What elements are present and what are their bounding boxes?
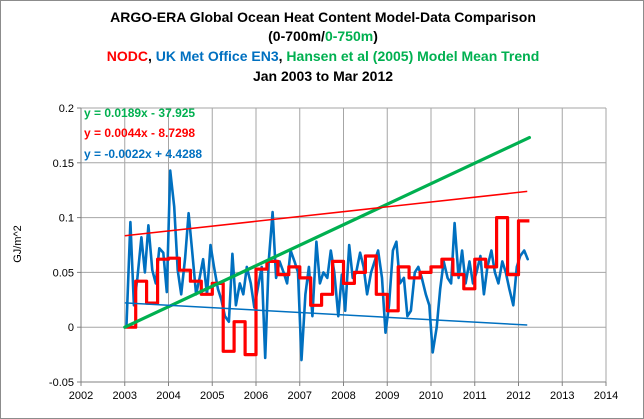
- title-ukmo-en3: UK Met Office EN3: [156, 48, 279, 64]
- x-tick-label: 2004: [156, 390, 180, 402]
- x-tick-label: 2011: [463, 390, 487, 402]
- title-nodc: NODC: [107, 48, 148, 64]
- title-line2-close: ): [373, 28, 378, 44]
- equation-en3-trend: y = -0.0022x + 4.4288: [84, 147, 202, 161]
- y-tick-label: 0.05: [53, 267, 74, 279]
- chart-title-line4: Jan 2003 to Mar 2012: [253, 68, 393, 84]
- equation-model-trend: y = 0.0189x - 37.925: [84, 106, 195, 120]
- x-tick-label: 2014: [594, 390, 618, 402]
- equation-nodc-trend: y = 0.0044x - 8.7298: [84, 126, 195, 140]
- x-tick-label: 2009: [375, 390, 399, 402]
- nodc-linear-trend: [124, 190, 528, 237]
- y-axis-label: GJ/m^2: [12, 225, 24, 263]
- title-line2-open: (: [268, 28, 273, 44]
- x-tick-label: 2005: [200, 390, 224, 402]
- en3-linear-trend: [124, 302, 528, 326]
- axes: [77, 107, 607, 386]
- x-tick-label: 2012: [506, 390, 530, 402]
- data-series: [123, 136, 532, 362]
- title-model-mean: Hansen et al (2005) Model Mean Trend: [286, 48, 539, 64]
- title-line2-slash: /: [321, 28, 325, 44]
- x-tick-label: 2003: [113, 390, 137, 402]
- y-tick-label: 0: [68, 322, 74, 334]
- series-nodc-line: [124, 216, 530, 357]
- title-line3-sep2: ,: [279, 48, 287, 64]
- x-tick-label: 2008: [331, 390, 355, 402]
- y-tick-label: 0.2: [59, 103, 74, 115]
- x-tick-label: 2006: [244, 390, 268, 402]
- x-tick-label: 2013: [550, 390, 574, 402]
- chart-title-line3: NODC, UK Met Office EN3, Hansen et al (2…: [107, 48, 540, 64]
- y-tick-label: 0.1: [59, 213, 74, 225]
- x-tick-label: 2007: [288, 390, 312, 402]
- title-nodc-depth: 0-700m: [273, 28, 321, 44]
- y-tick-label: -0.05: [49, 377, 74, 389]
- y-tick-labels: -0.05 0 0.05 0.1 0.15 0.2: [49, 103, 74, 389]
- chart-title-line1: ARGO-ERA Global Ocean Heat Content Model…: [110, 9, 536, 25]
- title-line3-sep1: ,: [148, 48, 156, 64]
- y-tick-label: 0.15: [53, 158, 74, 170]
- x-tick-labels: 2002 2003 2004 2005 2006 2007 2008 2009 2010 2011…: [69, 390, 618, 402]
- title-model-depth: 0-750m: [325, 28, 373, 44]
- series-model-trend-line: [123, 136, 532, 329]
- x-tick-label: 2010: [419, 390, 443, 402]
- x-tick-label: 2002: [69, 390, 93, 402]
- series-en3-line: [125, 169, 530, 362]
- chart-title-line2: (0-700m/0-750m): [268, 28, 378, 44]
